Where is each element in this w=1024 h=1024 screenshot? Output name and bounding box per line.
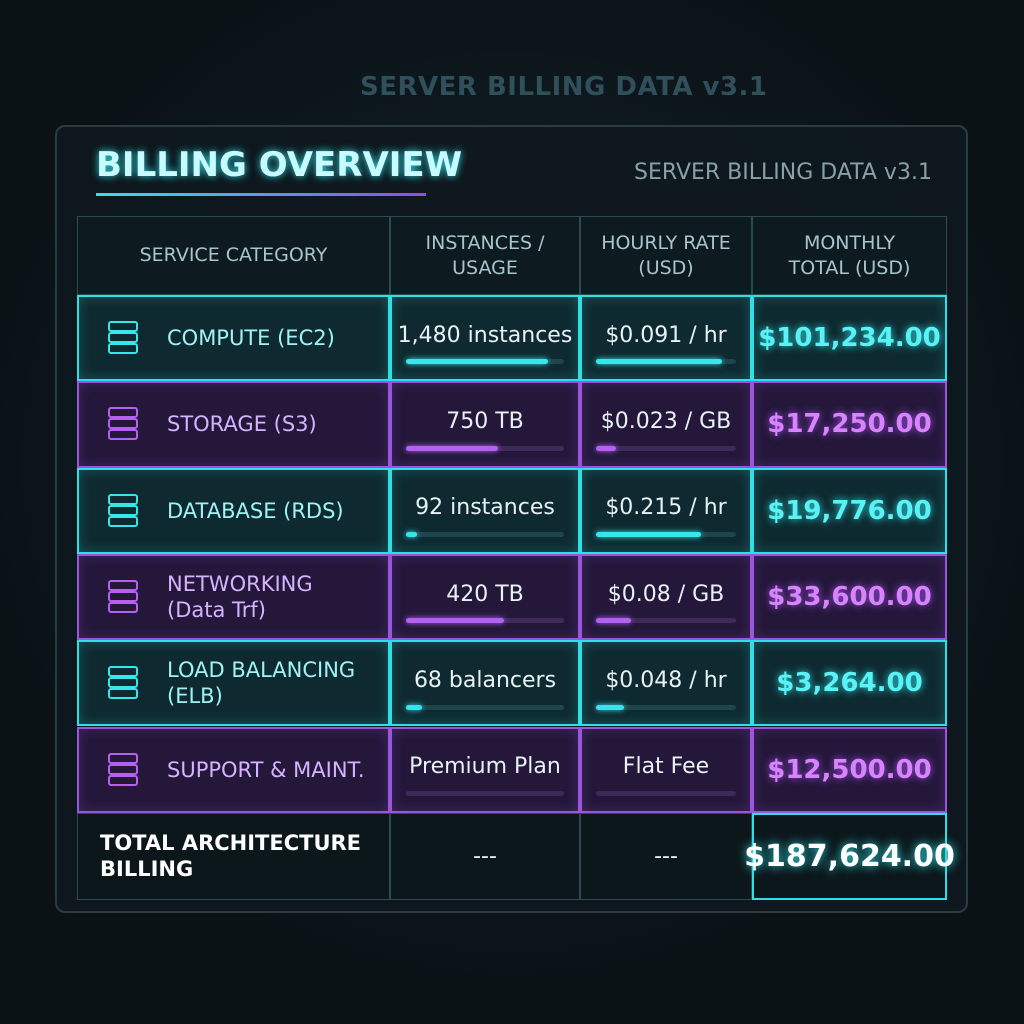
progress-track <box>596 790 736 796</box>
total-placeholder: --- <box>390 812 580 900</box>
rate: Flat Fee <box>580 726 752 813</box>
category-icon <box>108 580 138 614</box>
progress-fill <box>596 359 722 365</box>
progress-fill <box>406 704 422 710</box>
progress-track <box>596 445 736 451</box>
column-header: INSTANCES / USAGE <box>390 216 580 295</box>
category-icon <box>108 666 138 700</box>
category-icon <box>108 321 138 355</box>
progress-fill <box>596 445 616 451</box>
rate: $0.023 / GB <box>580 381 752 468</box>
monthly-total: $33,600.00 <box>752 553 947 641</box>
progress-track <box>596 704 736 710</box>
progress-fill <box>596 704 624 710</box>
progress-track <box>406 704 564 710</box>
title-underline <box>96 193 426 196</box>
progress-fill <box>406 531 418 537</box>
monthly-total: $19,776.00 <box>752 467 947 554</box>
rate: $0.091 / hr <box>580 295 752 382</box>
rate: $0.08 / GB <box>580 553 752 641</box>
column-header: SERVICE CATEGORY <box>77 216 390 295</box>
category: COMPUTE (EC2) <box>77 295 390 382</box>
category: NETWORKING (Data Trf) <box>77 553 390 641</box>
usage: 420 TB <box>390 553 580 641</box>
usage: 750 TB <box>390 381 580 468</box>
category-icon <box>108 752 138 786</box>
progress-fill <box>406 359 549 365</box>
rate: $0.048 / hr <box>580 640 752 727</box>
monthly-total: $12,500.00 <box>752 726 947 813</box>
column-header: MONTHLY TOTAL (USD) <box>752 216 947 295</box>
progress-fill <box>596 618 631 624</box>
category: SUPPORT & MAINT. <box>77 726 390 813</box>
total-placeholder: --- <box>580 812 752 900</box>
category-icon <box>108 493 138 527</box>
progress-fill <box>596 531 701 537</box>
column-header: HOURLY RATE (USD) <box>580 216 752 295</box>
usage: 92 instances <box>390 467 580 554</box>
progress-track <box>406 531 564 537</box>
monthly-total: $3,264.00 <box>752 640 947 727</box>
usage: Premium Plan <box>390 726 580 813</box>
progress-fill <box>406 618 504 624</box>
category: STORAGE (S3) <box>77 381 390 468</box>
rate: $0.215 / hr <box>580 467 752 554</box>
usage: 68 balancers <box>390 640 580 727</box>
monthly-total: $101,234.00 <box>752 295 947 382</box>
monthly-total: $17,250.00 <box>752 381 947 468</box>
usage: 1,480 instances <box>390 295 580 382</box>
background-title: SERVER BILLING DATA v3.1 <box>360 72 768 102</box>
progress-fill <box>406 445 498 451</box>
grand-total: $187,624.00 <box>744 812 955 900</box>
progress-track <box>596 618 736 624</box>
category: LOAD BALANCING (ELB) <box>77 640 390 727</box>
category: DATABASE (RDS) <box>77 467 390 554</box>
subtitle: SERVER BILLING DATA v3.1 <box>634 160 932 185</box>
title: BILLING OVERVIEW <box>96 145 463 185</box>
progress-track <box>406 790 564 796</box>
category-icon <box>108 407 138 441</box>
total-label: TOTAL ARCHITECTURE BILLING <box>77 812 390 900</box>
